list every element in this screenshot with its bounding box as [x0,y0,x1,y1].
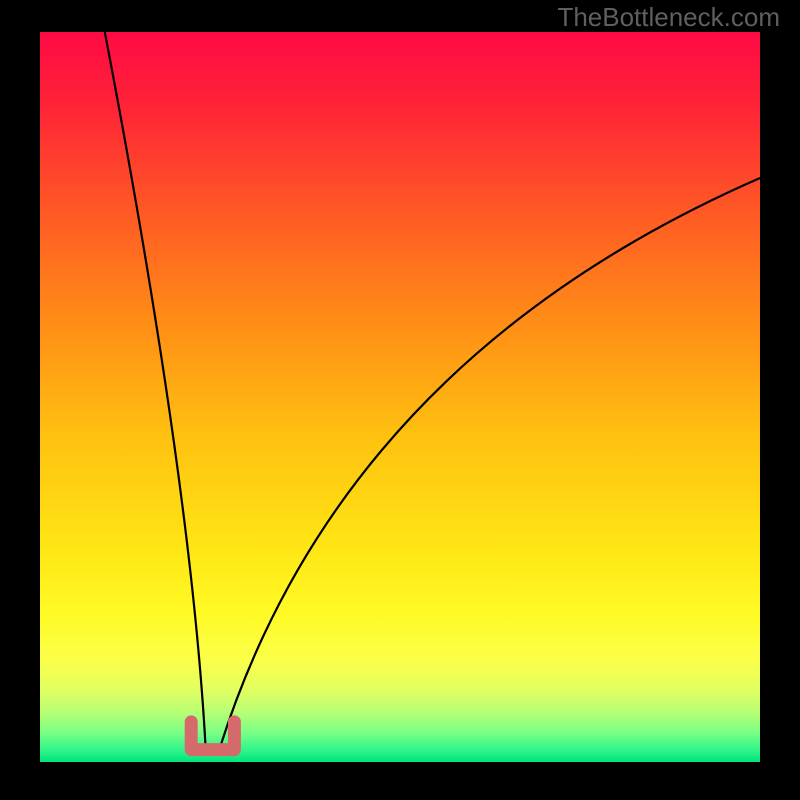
gradient-plot-area [40,32,760,762]
bottleneck-chart [0,0,800,800]
watermark-text: TheBottleneck.com [557,2,780,33]
chart-container: TheBottleneck.com [0,0,800,800]
